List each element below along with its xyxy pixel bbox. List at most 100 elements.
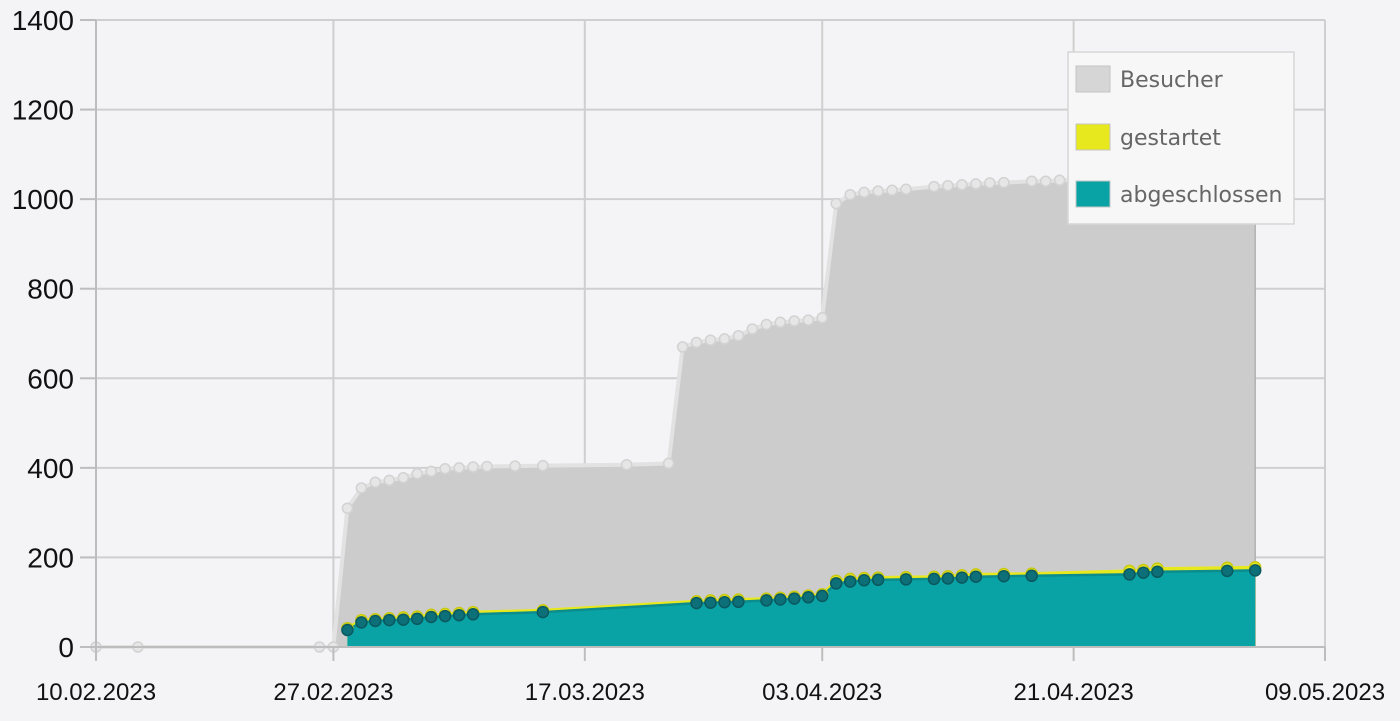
point-abgeschlossen[interactable] bbox=[941, 572, 955, 585]
point-abgeschlossen[interactable] bbox=[466, 608, 480, 621]
legend-label-abgeschlossen: abgeschlossen bbox=[1120, 183, 1282, 208]
point-besucher[interactable] bbox=[858, 186, 870, 199]
point-besucher[interactable] bbox=[620, 458, 633, 471]
point-abgeschlossen[interactable] bbox=[1248, 564, 1262, 577]
point-abgeschlossen[interactable] bbox=[383, 613, 396, 627]
legend-label-besucher: Besucher bbox=[1120, 68, 1224, 93]
point-abgeschlossen[interactable] bbox=[788, 592, 801, 605]
point-abgeschlossen[interactable] bbox=[397, 613, 410, 626]
point-abgeschlossen[interactable] bbox=[732, 595, 745, 609]
point-abgeschlossen[interactable] bbox=[690, 596, 703, 610]
point-abgeschlossen[interactable] bbox=[438, 609, 452, 623]
area-abgeschlossen bbox=[347, 570, 1256, 647]
point-abgeschlossen[interactable] bbox=[1220, 564, 1234, 578]
axes: 0 200 400 600 800 1000 1200 1400 10.02.2023 27.02… bbox=[12, 5, 1385, 706]
point-besucher[interactable] bbox=[788, 315, 801, 327]
point-abgeschlossen[interactable] bbox=[355, 616, 368, 629]
y-tick-label: 400 bbox=[27, 453, 74, 484]
point-abgeschlossen[interactable] bbox=[802, 591, 815, 604]
point-besucher[interactable] bbox=[1053, 174, 1066, 187]
point-besucher[interactable] bbox=[774, 316, 787, 329]
point-besucher[interactable] bbox=[467, 461, 479, 473]
point-besucher[interactable] bbox=[369, 476, 382, 488]
x-tick-label: 09.05.2023 bbox=[1265, 679, 1385, 706]
point-abgeschlossen[interactable] bbox=[955, 571, 969, 584]
y-tick-label: 600 bbox=[27, 363, 74, 394]
point-besucher[interactable] bbox=[942, 179, 954, 192]
x-tick-label: 03.04.2023 bbox=[762, 679, 882, 706]
point-abgeschlossen[interactable] bbox=[369, 614, 382, 628]
point-besucher[interactable] bbox=[425, 465, 437, 478]
point-besucher[interactable] bbox=[732, 329, 745, 342]
point-besucher[interactable] bbox=[355, 482, 368, 494]
point-abgeschlossen[interactable] bbox=[1025, 569, 1038, 583]
y-tick-label: 800 bbox=[27, 274, 74, 305]
x-tick-label: 10.02.2023 bbox=[36, 679, 156, 706]
point-besucher[interactable] bbox=[676, 341, 689, 353]
point-abgeschlossen[interactable] bbox=[410, 612, 424, 626]
point-abgeschlossen[interactable] bbox=[718, 595, 731, 609]
legend-swatch-gestartet bbox=[1075, 123, 1111, 151]
point-abgeschlossen[interactable] bbox=[760, 594, 773, 607]
point-abgeschlossen[interactable] bbox=[1151, 565, 1164, 579]
y-tick-label: 1200 bbox=[12, 95, 74, 126]
point-besucher[interactable] bbox=[397, 471, 410, 484]
legend-swatch-besucher bbox=[1075, 65, 1111, 93]
point-abgeschlossen[interactable] bbox=[927, 572, 941, 586]
point-besucher[interactable] bbox=[1039, 175, 1052, 187]
legend-label-gestartet: gestartet bbox=[1120, 126, 1221, 151]
x-tick-label: 21.04.2023 bbox=[1014, 679, 1134, 706]
point-abgeschlossen[interactable] bbox=[424, 610, 438, 624]
point-abgeschlossen[interactable] bbox=[843, 575, 857, 588]
legend-swatch-abgeschlossen bbox=[1075, 180, 1111, 208]
area-besucher bbox=[96, 154, 1256, 647]
point-besucher[interactable] bbox=[690, 336, 703, 349]
point-besucher[interactable] bbox=[844, 188, 856, 201]
legend: Besucher gestartet abgeschlossen bbox=[1067, 51, 1295, 225]
point-besucher[interactable] bbox=[453, 462, 465, 474]
point-besucher[interactable] bbox=[816, 312, 828, 324]
point-besucher[interactable] bbox=[830, 197, 842, 210]
point-abgeschlossen[interactable] bbox=[997, 569, 1011, 583]
point-besucher[interactable] bbox=[718, 333, 731, 345]
point-abgeschlossen[interactable] bbox=[829, 577, 843, 590]
point-besucher[interactable] bbox=[900, 183, 912, 196]
point-besucher[interactable] bbox=[383, 474, 396, 487]
point-besucher[interactable] bbox=[970, 178, 982, 190]
point-besucher[interactable] bbox=[481, 460, 493, 473]
point-abgeschlossen[interactable] bbox=[969, 570, 983, 583]
point-abgeschlossen[interactable] bbox=[452, 608, 466, 622]
point-besucher[interactable] bbox=[341, 502, 354, 514]
point-besucher[interactable] bbox=[411, 467, 423, 480]
point-besucher[interactable] bbox=[704, 334, 717, 346]
point-besucher[interactable] bbox=[537, 459, 549, 472]
point-abgeschlossen[interactable] bbox=[871, 573, 885, 587]
point-besucher[interactable] bbox=[439, 463, 451, 475]
y-tick-label: 1000 bbox=[12, 184, 74, 215]
point-besucher[interactable] bbox=[760, 318, 773, 331]
point-besucher[interactable] bbox=[928, 180, 940, 193]
point-besucher[interactable] bbox=[509, 460, 521, 472]
point-besucher[interactable] bbox=[956, 179, 968, 191]
point-abgeschlossen[interactable] bbox=[536, 605, 550, 619]
y-tick-label: 1400 bbox=[12, 5, 74, 36]
x-tick-label: 27.02.2023 bbox=[273, 679, 393, 706]
y-tick-label: 200 bbox=[27, 542, 74, 573]
point-besucher[interactable] bbox=[872, 185, 884, 197]
point-abgeschlossen[interactable] bbox=[899, 573, 913, 586]
point-abgeschlossen[interactable] bbox=[341, 623, 354, 637]
point-besucher[interactable] bbox=[1025, 175, 1038, 187]
point-besucher[interactable] bbox=[746, 323, 759, 335]
point-besucher[interactable] bbox=[662, 457, 675, 470]
point-abgeschlossen[interactable] bbox=[704, 596, 717, 609]
point-abgeschlossen[interactable] bbox=[774, 593, 787, 606]
point-abgeschlossen[interactable] bbox=[1123, 568, 1136, 581]
point-abgeschlossen[interactable] bbox=[1137, 566, 1150, 579]
point-abgeschlossen[interactable] bbox=[857, 574, 871, 587]
point-besucher[interactable] bbox=[998, 176, 1010, 189]
point-besucher[interactable] bbox=[886, 184, 898, 196]
point-besucher[interactable] bbox=[802, 314, 815, 326]
point-abgeschlossen[interactable] bbox=[815, 589, 829, 603]
point-besucher[interactable] bbox=[984, 177, 996, 189]
